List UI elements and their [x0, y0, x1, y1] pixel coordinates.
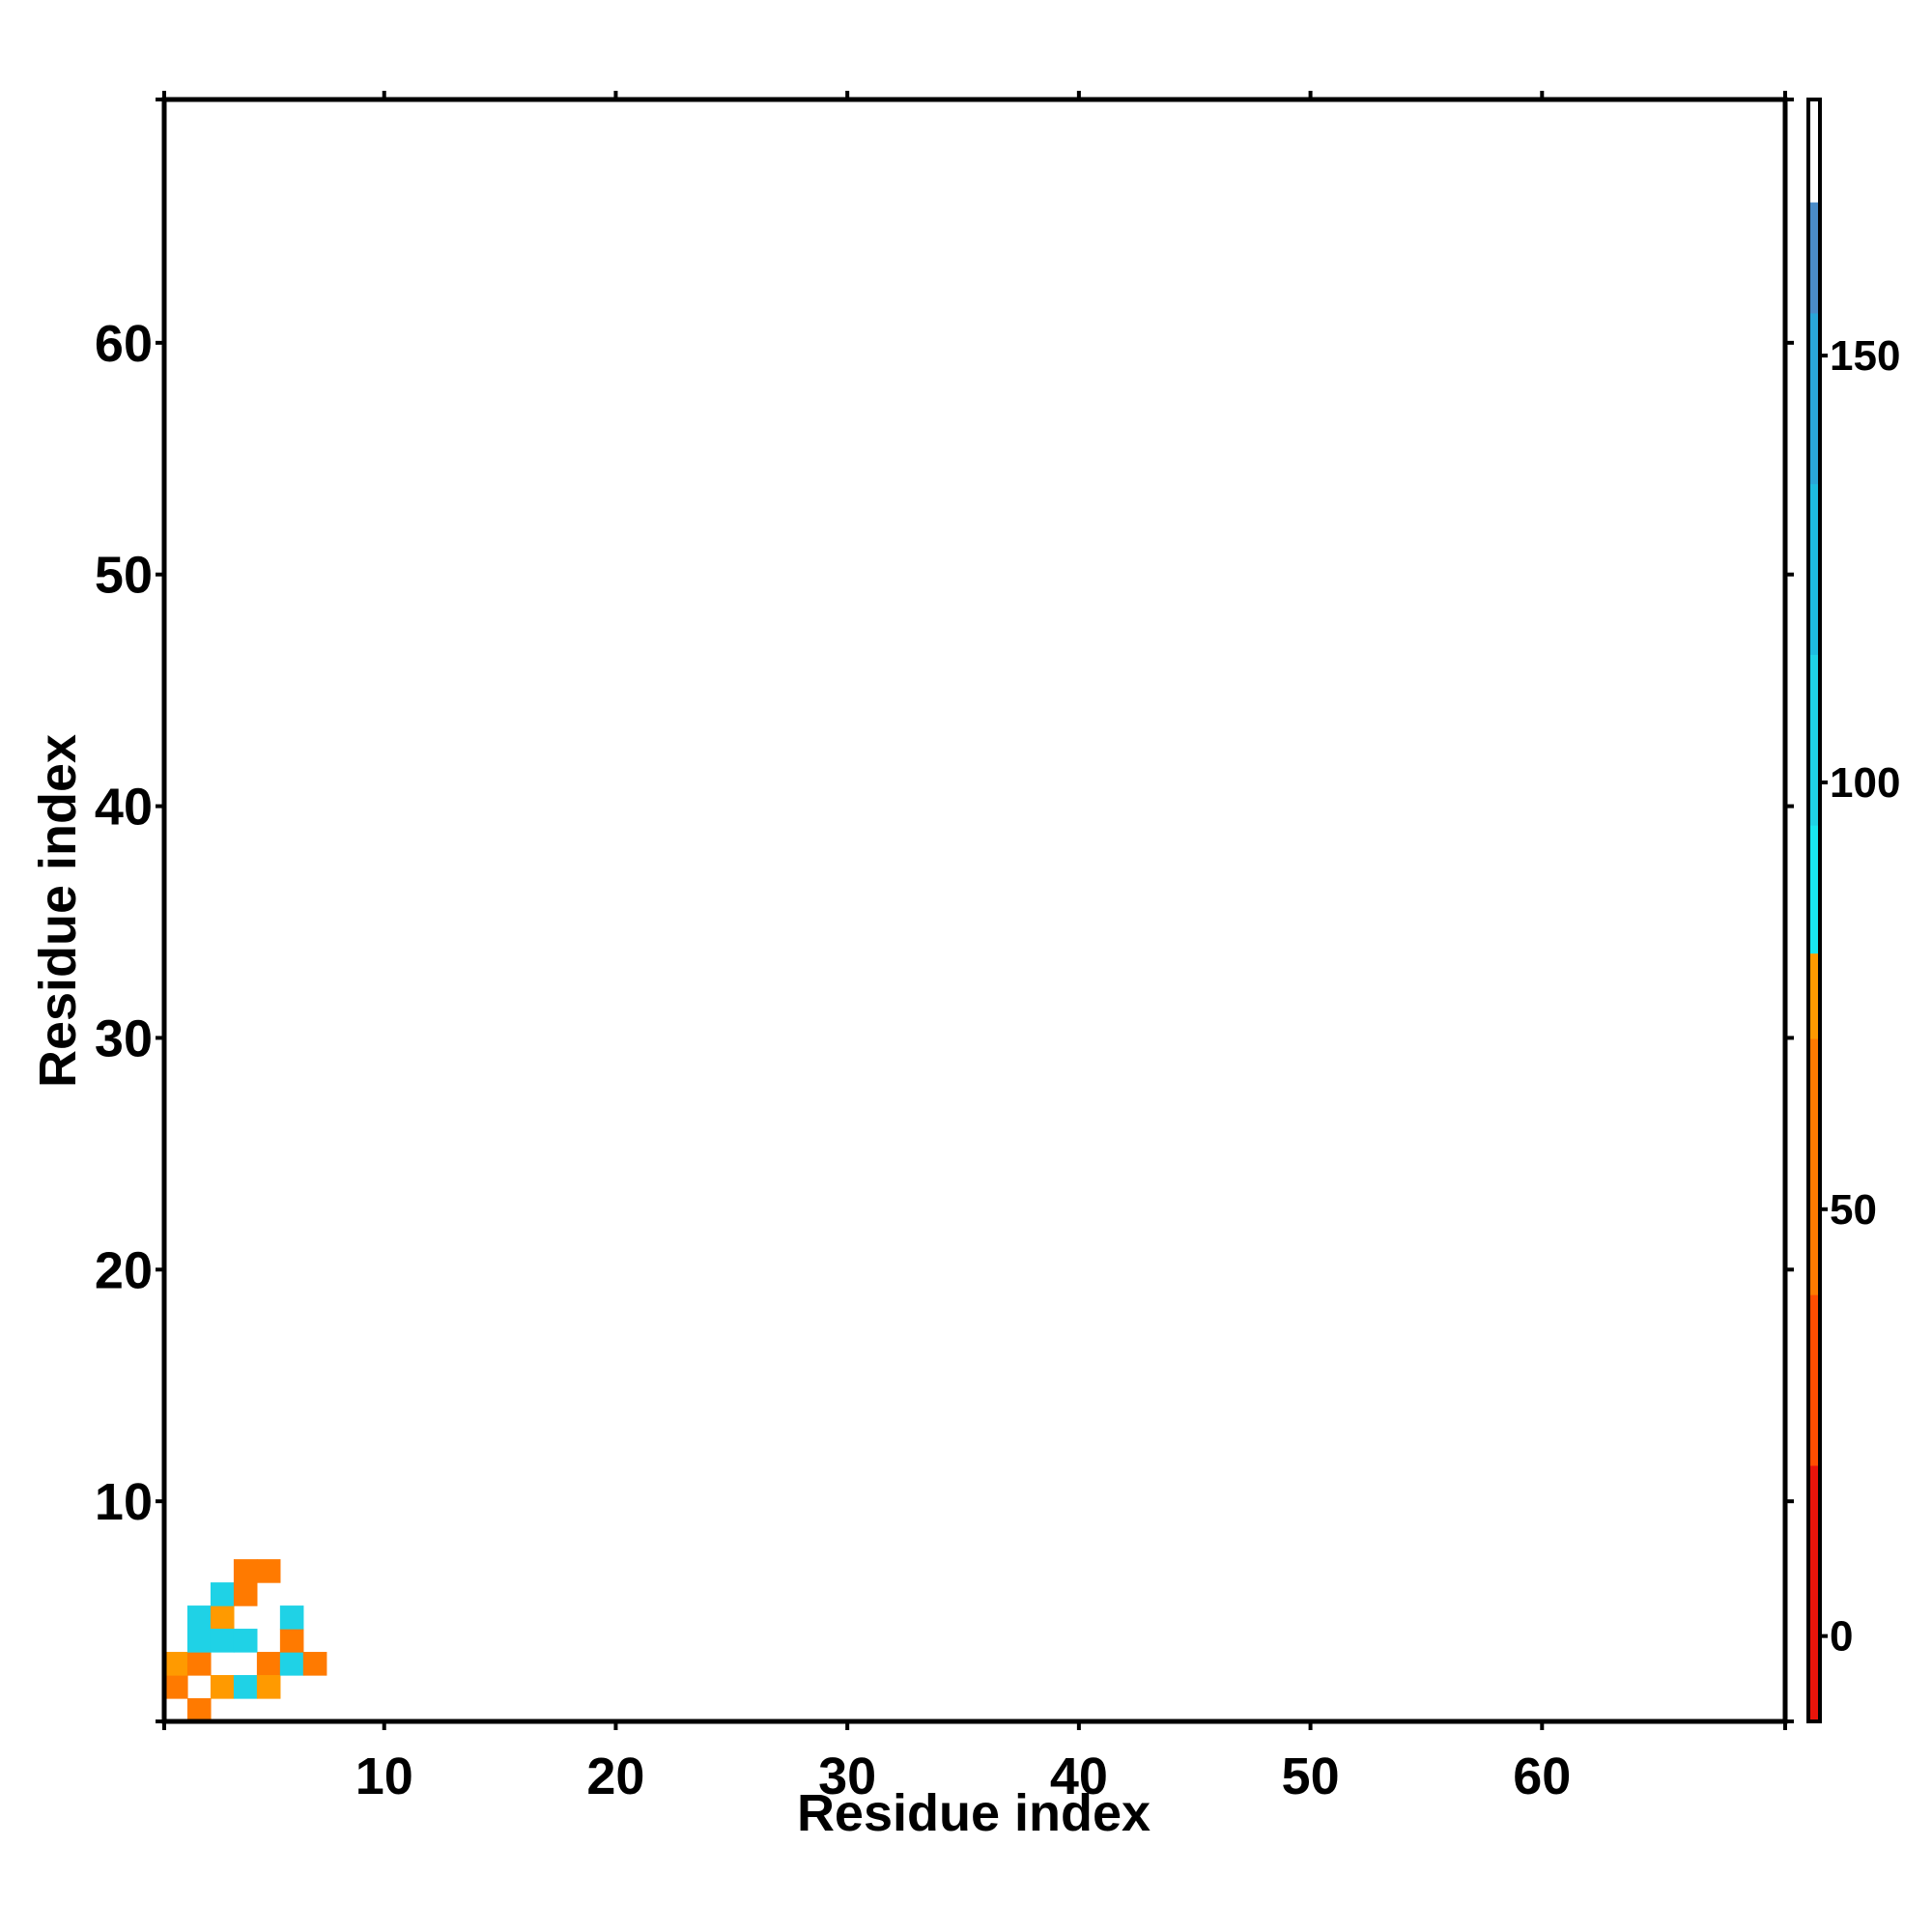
colorbar-frame — [1806, 98, 1822, 1723]
colorbar-tick-label: 0 — [1830, 1613, 1853, 1661]
colorbar-band — [1808, 1464, 1820, 1722]
heatmap-cell — [256, 1559, 281, 1583]
heatmap-cell — [186, 1698, 212, 1722]
x-tick-label: 40 — [1050, 1747, 1108, 1805]
y-tick-label: 20 — [95, 1241, 153, 1299]
heatmap-cell — [210, 1629, 235, 1653]
colorbar-band — [1808, 654, 1820, 826]
x-axis-title: Residue index — [797, 1784, 1151, 1842]
colorbar-tick-label: 100 — [1830, 759, 1900, 807]
x-tick-label: 30 — [818, 1747, 876, 1805]
heatmap-cell — [256, 1675, 281, 1699]
heatmap-cell — [279, 1629, 304, 1653]
heatmap-cell — [233, 1629, 258, 1653]
heatmap-cell — [210, 1605, 235, 1630]
y-axis-title: Residue index — [29, 734, 87, 1088]
heatmap-cell — [256, 1652, 281, 1676]
heatmap-cell — [233, 1675, 258, 1699]
colorbar-band — [1808, 1294, 1820, 1466]
heatmap-cell — [164, 1652, 188, 1676]
heatmap-cell — [210, 1675, 235, 1699]
colorbar-band — [1808, 99, 1820, 203]
y-tick-label: 50 — [95, 547, 153, 605]
heatmap-cell — [233, 1559, 258, 1583]
heatmap-cell — [186, 1652, 212, 1676]
colorbar: 0 50 100 150 — [1806, 98, 1900, 1723]
colorbar-tick-label: 50 — [1830, 1186, 1877, 1234]
heatmap-cell — [210, 1582, 235, 1606]
colorbar-tick-label: 150 — [1830, 332, 1900, 380]
colorbar-band — [1808, 312, 1820, 485]
colorbar-band — [1808, 483, 1820, 655]
axes: 10 20 30 40 50 60 10 20 30 40 50 60 — [95, 91, 1794, 1805]
heatmap-cell — [164, 1675, 188, 1699]
heatmap-cell — [302, 1652, 327, 1676]
heatmap-cell — [279, 1652, 304, 1676]
heatmap-cell — [233, 1582, 258, 1606]
colorbar-band — [1808, 952, 1820, 1039]
y-tick-label: 60 — [95, 315, 153, 373]
x-tick-label: 20 — [586, 1747, 644, 1805]
heatmap-cell — [186, 1605, 212, 1630]
colorbar-band — [1808, 1038, 1820, 1295]
y-tick-label: 30 — [95, 1009, 153, 1067]
colorbar-band — [1808, 825, 1820, 954]
heatmap-cells — [164, 1559, 327, 1722]
y-tick-label: 40 — [95, 779, 153, 837]
plot-frame — [161, 97, 1788, 1724]
colorbar-band — [1808, 202, 1820, 314]
heatmap-cell — [186, 1629, 212, 1653]
x-tick-label: 60 — [1513, 1747, 1571, 1805]
x-tick-label: 10 — [355, 1747, 413, 1805]
heatmap-cell — [279, 1605, 304, 1630]
y-tick-label: 10 — [95, 1473, 153, 1531]
x-tick-label: 50 — [1282, 1747, 1340, 1805]
